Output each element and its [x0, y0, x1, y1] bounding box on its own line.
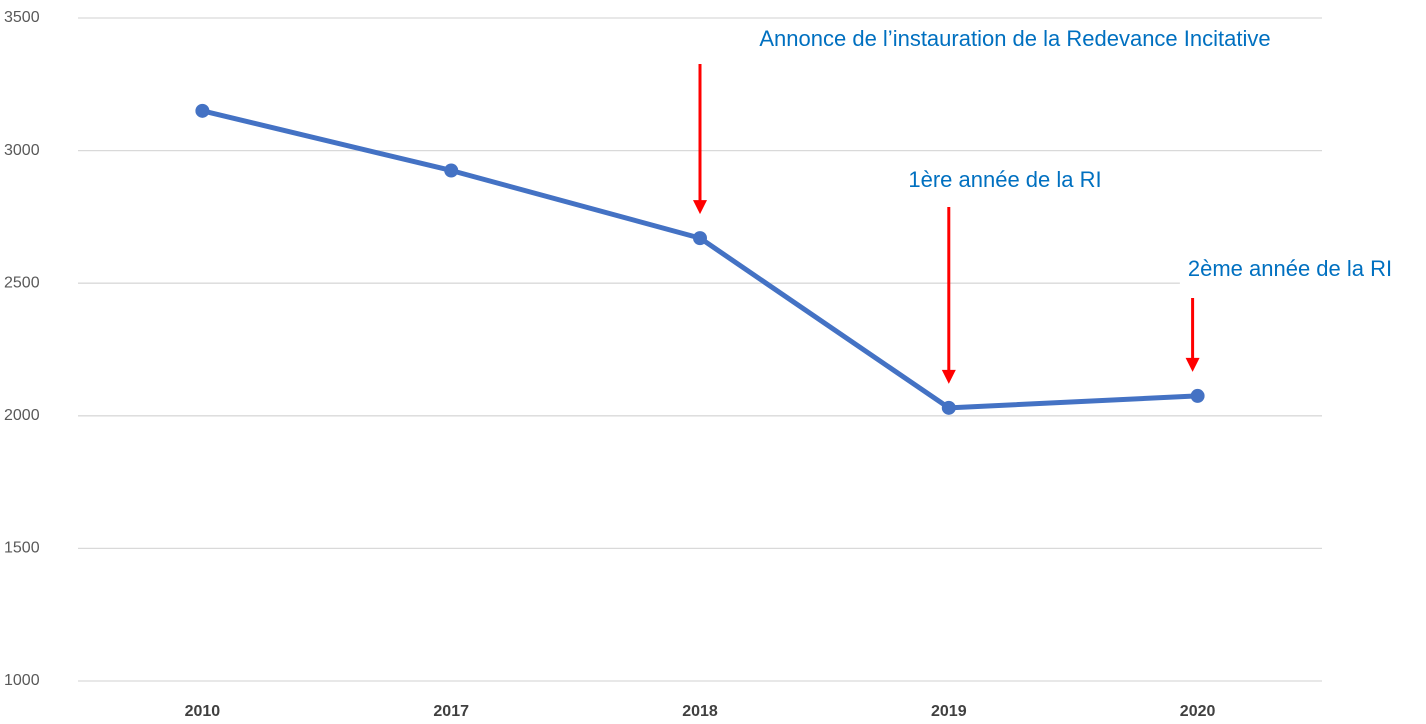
annotation-bg — [900, 162, 1110, 196]
x-tick-label: 2018 — [682, 703, 718, 720]
marker — [693, 231, 707, 246]
y-tick-label: 3000 — [4, 142, 40, 159]
y-tick-label: 1500 — [4, 540, 40, 557]
marker — [941, 400, 956, 415]
marker — [444, 163, 459, 178]
annotation-arrowhead — [1185, 357, 1200, 372]
marker — [195, 103, 210, 118]
annotation-arrowhead — [941, 369, 956, 384]
x-tick-label: 2020 — [1180, 703, 1216, 720]
annotation-text: 2ème année de la RI — [1188, 256, 1392, 281]
y-tick-label: 3500 — [4, 9, 40, 26]
annotation-text: 1ère année de la RI — [908, 167, 1101, 192]
y-tick-label: 2500 — [4, 274, 40, 291]
annotation-bg — [751, 21, 1279, 55]
y-tick-label: 1000 — [4, 672, 40, 689]
annotation-arrowhead — [693, 200, 707, 215]
y-tick-label: 2000 — [4, 407, 40, 424]
x-tick-label: 2019 — [931, 703, 967, 720]
annotation-text: Annonce de l’instauration de la Redevanc… — [759, 26, 1270, 51]
marker — [1190, 388, 1205, 403]
x-tick-label: 2010 — [185, 703, 221, 720]
annotation-bg — [1179, 251, 1401, 285]
x-tick-label: 2017 — [433, 703, 469, 720]
